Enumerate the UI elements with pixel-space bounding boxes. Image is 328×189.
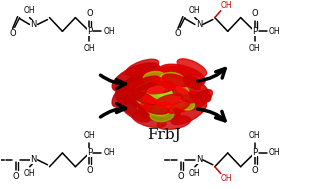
- Ellipse shape: [132, 76, 160, 91]
- Text: P: P: [87, 149, 92, 157]
- Text: P: P: [252, 149, 257, 157]
- Ellipse shape: [115, 91, 137, 115]
- Ellipse shape: [159, 87, 189, 107]
- Text: O: O: [178, 172, 184, 181]
- Ellipse shape: [183, 77, 200, 90]
- Ellipse shape: [138, 104, 180, 121]
- Ellipse shape: [177, 73, 211, 102]
- Ellipse shape: [147, 87, 165, 94]
- Text: N: N: [196, 155, 202, 164]
- Ellipse shape: [161, 82, 177, 88]
- Ellipse shape: [159, 73, 185, 88]
- Ellipse shape: [151, 67, 187, 81]
- Ellipse shape: [150, 108, 174, 122]
- Text: OH: OH: [24, 6, 35, 15]
- Ellipse shape: [171, 101, 207, 125]
- Ellipse shape: [176, 87, 187, 94]
- Text: OH: OH: [221, 1, 233, 10]
- Text: P: P: [252, 27, 257, 36]
- Ellipse shape: [157, 116, 191, 129]
- Text: OH: OH: [249, 131, 260, 140]
- Ellipse shape: [123, 89, 165, 111]
- Ellipse shape: [155, 94, 182, 106]
- Ellipse shape: [132, 112, 166, 128]
- Text: O: O: [12, 172, 19, 181]
- Text: N: N: [31, 20, 37, 29]
- Text: OH: OH: [189, 6, 201, 15]
- Text: O: O: [174, 29, 181, 38]
- Text: OH: OH: [249, 44, 260, 53]
- Ellipse shape: [167, 96, 181, 104]
- Text: OH: OH: [84, 131, 95, 140]
- Text: P: P: [87, 27, 92, 36]
- Ellipse shape: [169, 84, 189, 96]
- Text: OH: OH: [269, 149, 280, 157]
- Ellipse shape: [141, 103, 152, 111]
- Text: N: N: [31, 155, 37, 164]
- Text: O: O: [86, 166, 92, 175]
- Text: O: O: [86, 9, 92, 18]
- Text: OH: OH: [189, 169, 201, 178]
- Ellipse shape: [126, 59, 159, 76]
- Ellipse shape: [157, 91, 201, 115]
- Text: OH: OH: [221, 174, 233, 183]
- Text: OH: OH: [84, 44, 95, 53]
- Ellipse shape: [144, 77, 184, 104]
- Text: N: N: [196, 20, 202, 29]
- Ellipse shape: [143, 97, 157, 103]
- Ellipse shape: [133, 91, 155, 105]
- Text: FrbJ: FrbJ: [147, 128, 181, 142]
- Ellipse shape: [152, 78, 166, 83]
- Ellipse shape: [145, 98, 173, 116]
- Ellipse shape: [174, 96, 195, 110]
- Ellipse shape: [156, 102, 172, 108]
- Ellipse shape: [162, 74, 190, 87]
- Ellipse shape: [136, 86, 168, 108]
- Text: O: O: [251, 9, 258, 18]
- Text: OH: OH: [103, 27, 115, 36]
- Text: O: O: [9, 29, 16, 38]
- Text: O: O: [251, 166, 258, 175]
- Text: OH: OH: [269, 27, 280, 36]
- Ellipse shape: [173, 88, 195, 103]
- Ellipse shape: [112, 73, 146, 107]
- Text: OH: OH: [24, 169, 35, 178]
- Ellipse shape: [143, 71, 165, 84]
- Ellipse shape: [159, 64, 205, 87]
- Ellipse shape: [177, 59, 207, 76]
- Ellipse shape: [130, 85, 148, 101]
- Ellipse shape: [118, 98, 150, 122]
- Ellipse shape: [185, 90, 213, 110]
- Text: OH: OH: [103, 149, 115, 157]
- Ellipse shape: [168, 101, 190, 113]
- Ellipse shape: [143, 81, 175, 93]
- Ellipse shape: [134, 83, 158, 98]
- Ellipse shape: [112, 63, 160, 92]
- Ellipse shape: [130, 75, 179, 96]
- Ellipse shape: [143, 104, 169, 114]
